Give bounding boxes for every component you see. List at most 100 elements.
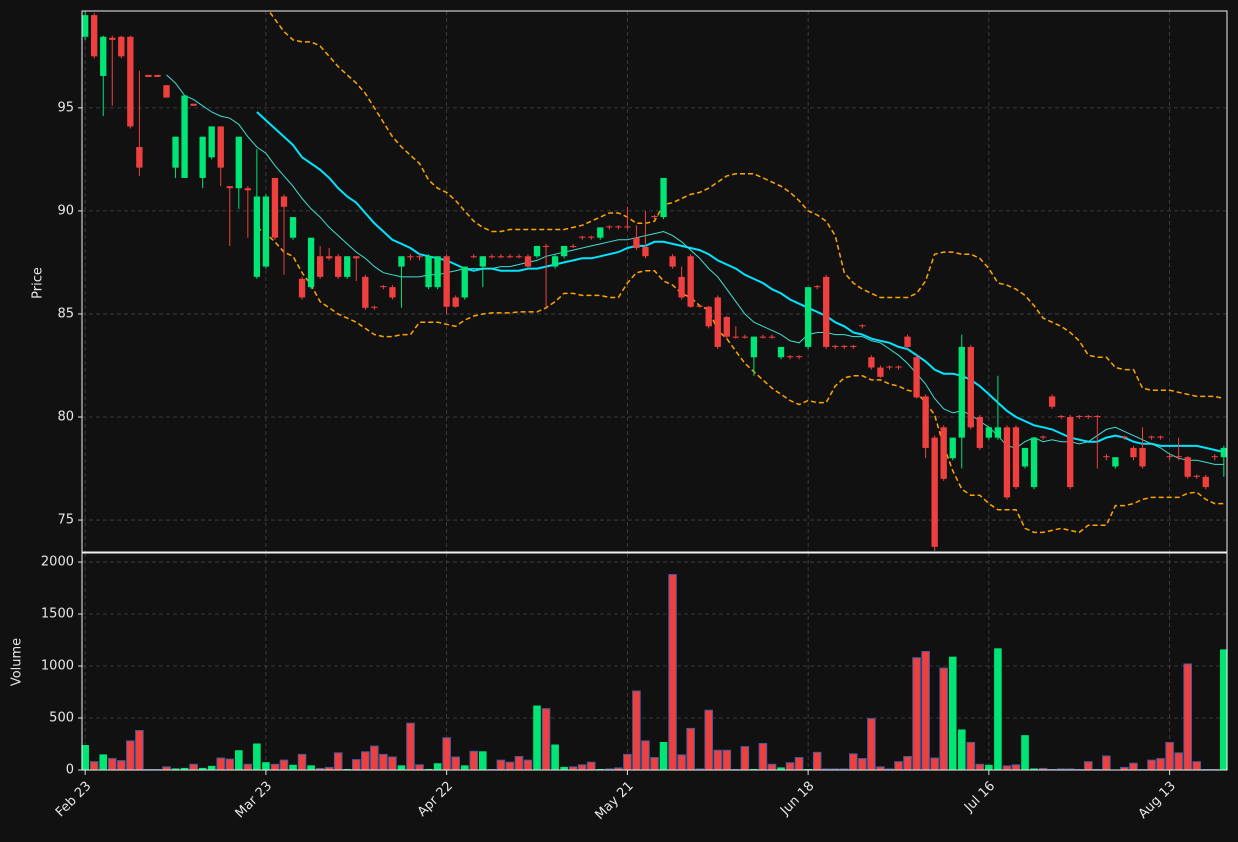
volume-bar <box>577 764 587 771</box>
candle-body <box>597 227 604 238</box>
volume-bar <box>225 758 235 771</box>
candle-body <box>425 256 432 288</box>
candle-body <box>868 357 875 368</box>
y-tick-label: 75 <box>57 513 74 528</box>
candle-body <box>1085 415 1092 418</box>
candle-body <box>497 256 505 258</box>
volume-bar <box>180 767 189 770</box>
candle-body <box>262 196 270 267</box>
candle-body <box>217 126 224 168</box>
candle-body <box>1021 447 1029 467</box>
candle-body <box>280 196 288 207</box>
moving-line <box>267 11 1224 400</box>
candle-body <box>615 226 622 228</box>
candle-body <box>786 356 794 358</box>
candle-body <box>696 305 703 307</box>
volume-bar <box>415 764 424 771</box>
candle-body <box>940 427 947 479</box>
candle-body <box>1157 436 1164 438</box>
candle-body <box>579 236 586 238</box>
candle-body <box>1148 436 1155 438</box>
candle-body <box>750 336 758 358</box>
panel-frame <box>81 552 1228 771</box>
volume-bar <box>514 755 524 771</box>
volume-bar <box>785 762 795 771</box>
volume-bar <box>397 765 406 770</box>
candle-body <box>949 437 956 459</box>
candle-body <box>931 437 938 547</box>
volume-bar <box>641 740 650 771</box>
volume-bar <box>243 763 253 771</box>
candle-body <box>714 297 721 347</box>
volume-bar <box>1156 758 1165 771</box>
volume-bar <box>433 763 442 770</box>
volume-bar <box>957 729 966 770</box>
candle-body <box>1139 447 1146 467</box>
volume-bar <box>541 708 551 771</box>
volume-bar <box>1021 735 1029 770</box>
candle-body <box>994 427 1002 438</box>
volume-bar <box>451 756 460 771</box>
candle-body <box>506 256 514 258</box>
candle-body <box>461 266 468 298</box>
candle-body <box>886 366 893 368</box>
volume-bar <box>279 759 289 771</box>
candle-body <box>488 256 495 258</box>
volume-bar <box>596 768 605 770</box>
candle-body <box>91 15 98 57</box>
candle-body <box>271 177 279 238</box>
candle-body <box>678 276 685 298</box>
volume-bar <box>867 718 876 771</box>
volume-bar <box>297 753 307 771</box>
volume-bar <box>939 667 948 771</box>
volume-bar <box>424 768 433 770</box>
candle-body <box>1193 475 1200 477</box>
candle-body <box>804 287 812 347</box>
volume-bar <box>126 740 135 771</box>
volume-bar <box>804 768 812 770</box>
candle-body <box>1202 476 1209 488</box>
candle-body <box>850 345 857 347</box>
candle-body <box>127 36 134 127</box>
candle-body <box>768 336 776 338</box>
volume-bar <box>921 650 930 771</box>
candle-body <box>335 256 342 277</box>
volume-bar <box>966 741 976 771</box>
candle-body <box>1058 415 1065 418</box>
candle-body <box>389 287 396 298</box>
candle-body <box>687 256 694 307</box>
candle-body <box>515 256 523 258</box>
volume-bar <box>560 766 568 770</box>
y-tick-label: 0 <box>66 763 74 778</box>
y-tick-label: 1500 <box>41 607 74 622</box>
volume-bar <box>1083 761 1093 771</box>
candle-body <box>181 95 188 178</box>
candle-body <box>877 367 884 377</box>
candle-body <box>353 256 360 259</box>
candle-body <box>1121 436 1128 438</box>
y-tick-label: 85 <box>57 306 74 321</box>
candle-body <box>253 196 261 277</box>
candle-body <box>371 306 378 308</box>
volume-bar <box>1183 663 1192 771</box>
candle-body <box>570 245 577 247</box>
y-tick-label: 90 <box>57 203 74 218</box>
candle-body <box>832 345 839 347</box>
candle-body <box>976 417 983 448</box>
candle-body <box>1030 437 1038 488</box>
candle-body <box>1103 456 1110 458</box>
volume-bar <box>912 657 921 771</box>
candle-body <box>479 256 486 267</box>
volume-bar <box>343 768 352 770</box>
candle-body <box>524 256 532 267</box>
volume-bar <box>270 763 280 771</box>
candle-body <box>624 226 631 228</box>
volume-bar <box>750 768 758 770</box>
volume-bar <box>994 648 1002 770</box>
moving-line <box>256 226 1224 534</box>
volume-bar <box>551 744 559 770</box>
volume-bar <box>207 765 216 770</box>
